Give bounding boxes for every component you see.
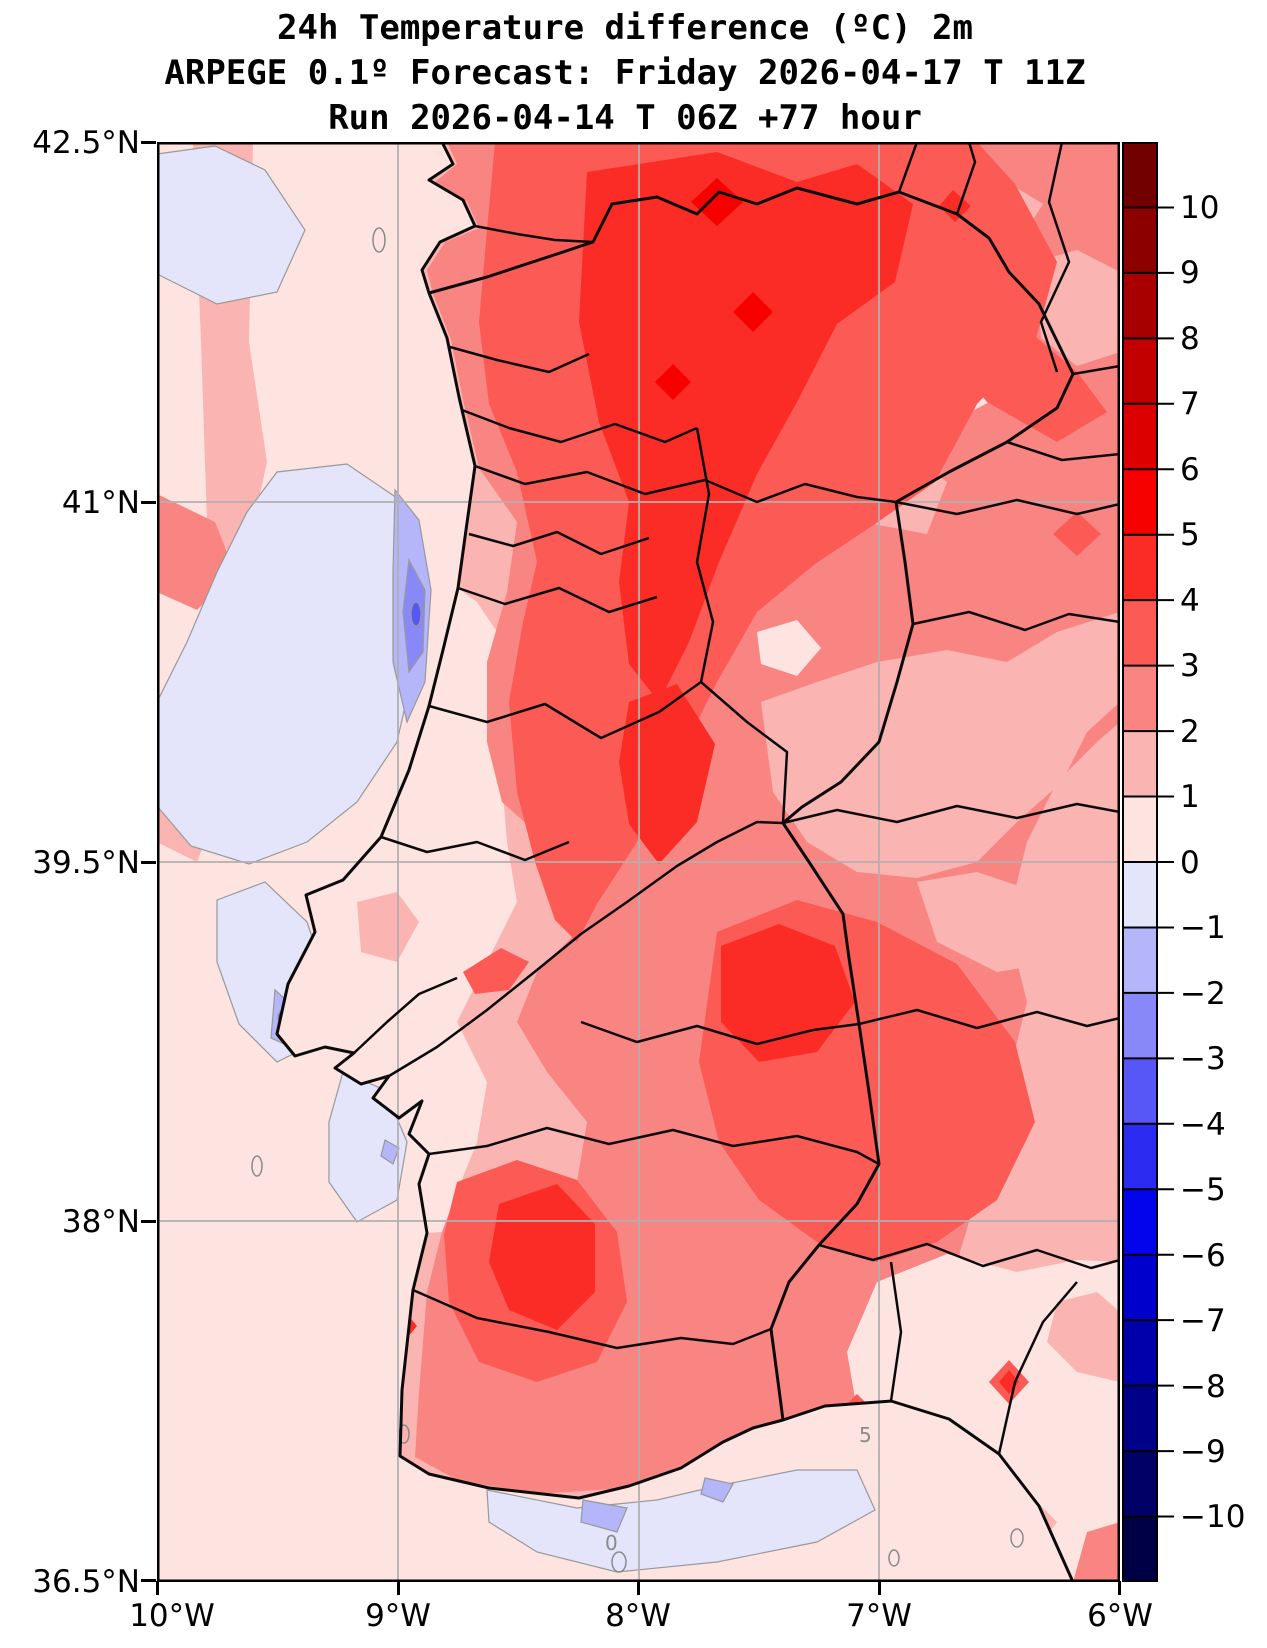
contour-marks [251, 227, 1024, 1573]
cb-label-m8: −8 [1180, 1369, 1226, 1405]
y-tickmark [141, 1220, 156, 1223]
x-tick-10W: 10°W [129, 1598, 215, 1634]
cb-label-m10: −10 [1180, 1499, 1246, 1535]
chart-run-info: Run 2026-04-14 T 06Z +77 hour [328, 98, 922, 138]
cb-label-5: 5 [1180, 517, 1200, 553]
x-tick-7W: 7°W [846, 1598, 912, 1634]
colorbar-ticks [1122, 206, 1174, 1518]
map-frame [157, 142, 1120, 1582]
map-canvas: 0 5 [157, 142, 1120, 1582]
contour-label-five: 5 [859, 1423, 872, 1447]
country-border [428, 186, 1075, 1421]
district-boundaries [353, 142, 1120, 1455]
y-tick-36p5N: 36.5°N [32, 1564, 140, 1600]
title-block: 24h Temperature difference (ºC) 2m ARPEGE… [10, 6, 1240, 141]
x-tickmark [878, 1581, 881, 1595]
colorbar [1122, 142, 1174, 1582]
y-tickmark [141, 861, 156, 864]
y-tick-41N: 41°N [61, 485, 140, 521]
cb-label-m1: −1 [1180, 910, 1226, 946]
y-tick-38N: 38°N [61, 1204, 140, 1240]
cb-label-m3: −3 [1180, 1041, 1226, 1077]
cb-label-m4: −4 [1180, 1107, 1226, 1143]
colorbar-frame [1122, 142, 1158, 1582]
cb-label-7: 7 [1180, 386, 1200, 422]
chart-title: 24h Temperature difference (ºC) 2m [277, 8, 973, 48]
y-tick-39p5N: 39.5°N [32, 845, 140, 881]
x-tickmark [1118, 1581, 1121, 1595]
colorbar-segments [1122, 142, 1158, 1582]
y-tick-42p5N: 42.5°N [32, 125, 140, 161]
cb-label-m5: −5 [1180, 1172, 1226, 1208]
cb-label-2: 2 [1180, 714, 1200, 750]
y-tickmark [141, 501, 156, 504]
x-tick-8W: 8°W [605, 1598, 671, 1634]
chart-subtitle: ARPEGE 0.1º Forecast: Friday 2026-04-17 … [164, 53, 1086, 93]
x-tickmark [397, 1581, 400, 1595]
contour-label-zero: 0 [605, 1531, 618, 1555]
cb-label-9: 9 [1180, 255, 1200, 291]
cb-label-0: 0 [1180, 845, 1200, 881]
x-tickmark [156, 1581, 159, 1595]
x-tick-6W: 6°W [1087, 1598, 1153, 1634]
cb-label-m6: −6 [1180, 1238, 1226, 1274]
cb-label-m2: −2 [1180, 976, 1226, 1012]
cb-label-1: 1 [1180, 779, 1200, 815]
x-tick-9W: 9°W [365, 1598, 431, 1634]
y-tickmark [141, 1579, 156, 1582]
lat-lon-gridlines [157, 142, 1120, 1582]
x-tickmark [637, 1581, 640, 1595]
cb-label-4: 4 [1180, 583, 1200, 619]
cb-label-6: 6 [1180, 452, 1200, 488]
cb-label-m7: −7 [1180, 1303, 1226, 1339]
y-tickmark [141, 141, 156, 144]
cb-label-8: 8 [1180, 321, 1200, 357]
cb-label-m9: −9 [1180, 1434, 1226, 1470]
cb-label-3: 3 [1180, 648, 1200, 684]
coastline [275, 142, 1075, 1582]
cb-label-10: 10 [1180, 190, 1220, 226]
